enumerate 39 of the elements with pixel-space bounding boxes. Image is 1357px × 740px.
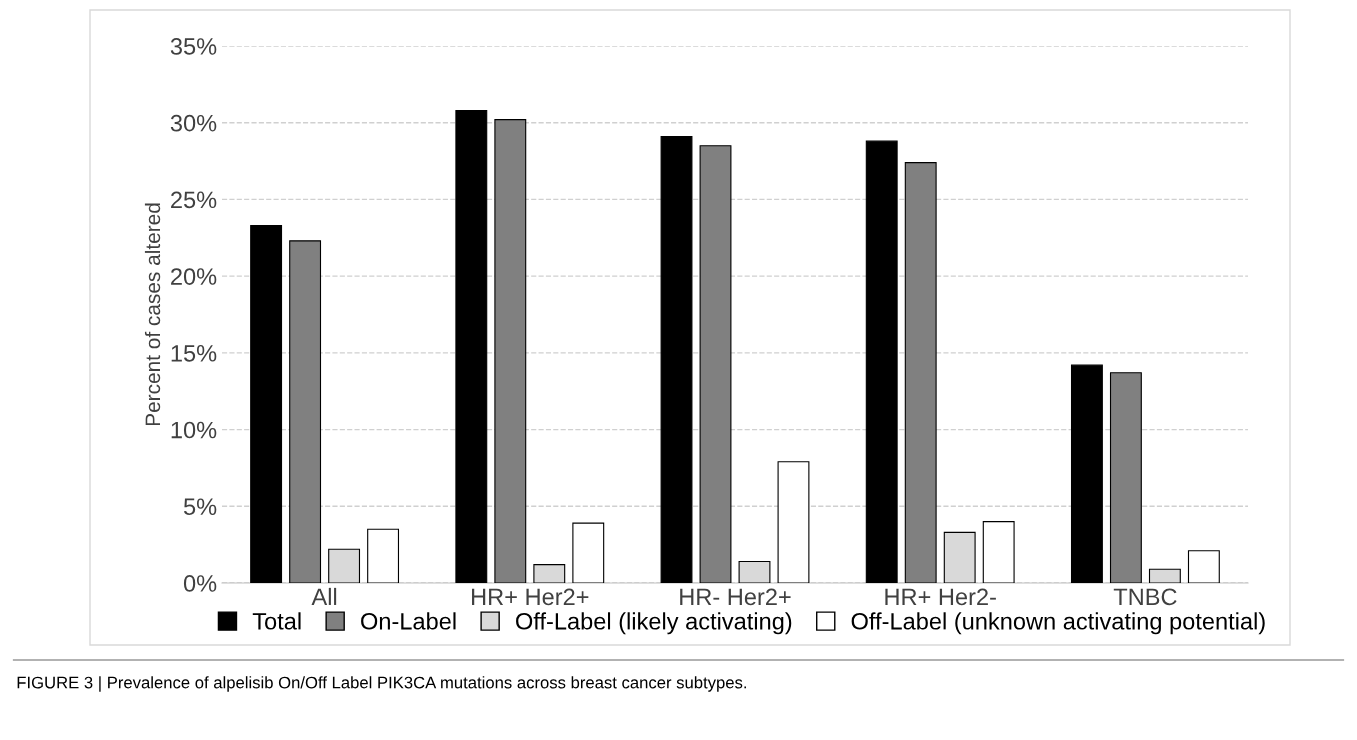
y-tick-label: 25% bbox=[171, 191, 217, 209]
y-tick-label: 0% bbox=[183, 575, 217, 592]
bar bbox=[1187, 550, 1220, 583]
x-tick-label: All bbox=[311, 587, 337, 605]
y-tick-label: 15% bbox=[171, 345, 217, 362]
y-axis-title: Percent of cases altered bbox=[144, 203, 161, 426]
x-tick-label: HR+ Her2+ bbox=[472, 588, 589, 606]
y-tick-label: 10% bbox=[171, 421, 217, 439]
bar bbox=[904, 162, 937, 583]
bar bbox=[289, 240, 322, 583]
bar bbox=[250, 224, 283, 583]
bar bbox=[1070, 364, 1103, 583]
x-tick-label: TNBC bbox=[1113, 588, 1177, 606]
bar bbox=[777, 461, 810, 583]
bar bbox=[660, 135, 693, 583]
bar bbox=[367, 528, 400, 583]
y-tick-label: 5% bbox=[183, 498, 217, 516]
bar bbox=[982, 521, 1015, 583]
bar bbox=[738, 560, 771, 583]
bar bbox=[1109, 372, 1142, 583]
bar bbox=[494, 119, 527, 583]
x-tick-label: HR+ Her2- bbox=[885, 588, 996, 606]
bar bbox=[699, 145, 732, 583]
y-tick-label: 30% bbox=[170, 114, 217, 132]
legend-label: Total bbox=[252, 612, 301, 630]
bar bbox=[572, 522, 605, 583]
legend-label: Off-Label (likely activating) bbox=[516, 612, 792, 635]
bar bbox=[328, 548, 361, 583]
legend-label: Off-Label (unknown activating potential) bbox=[851, 612, 1265, 635]
caption: FIGURE 3 | Prevalence of alpelisib On/Off Label PIK3CA mutations across breast cancer subtypes. bbox=[17, 676, 746, 692]
bar bbox=[1148, 568, 1181, 583]
bar bbox=[865, 140, 898, 583]
bar bbox=[943, 531, 976, 583]
y-tick-label: 20% bbox=[171, 268, 217, 285]
legend-label: On-Label bbox=[361, 612, 456, 630]
bar bbox=[533, 564, 566, 583]
x-tick-label: HR- Her2+ bbox=[680, 588, 791, 606]
bar bbox=[455, 109, 488, 583]
y-tick-label: 35% bbox=[170, 38, 217, 55]
